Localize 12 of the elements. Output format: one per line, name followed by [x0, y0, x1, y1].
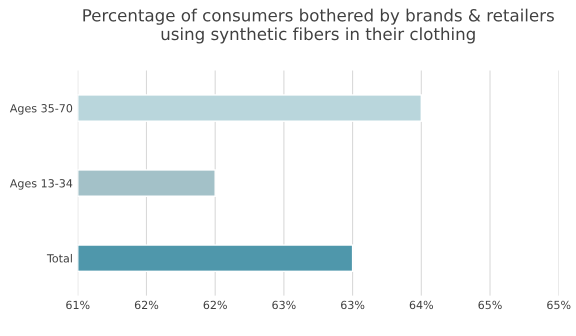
x-tick-label: 65% [478, 300, 502, 310]
x-tick-label: 63% [272, 300, 296, 310]
y-tick-label: Ages 13-34 [10, 179, 72, 190]
x-tick-label: 63% [341, 300, 364, 310]
chart-title: Percentage of consumers bothered by brands & retailers using synthetic fibers in their clothing [83, 8, 554, 44]
x-tick-label: 62% [204, 300, 227, 310]
x-tick-label: 61% [66, 300, 90, 310]
y-tick-label: Ages 35-70 [10, 104, 72, 115]
y-tick-label: Total [46, 254, 72, 263]
x-tick-label: 62% [134, 300, 158, 310]
x-tick-label: 64% [410, 300, 434, 310]
x-tick-label: 65% [547, 300, 570, 310]
